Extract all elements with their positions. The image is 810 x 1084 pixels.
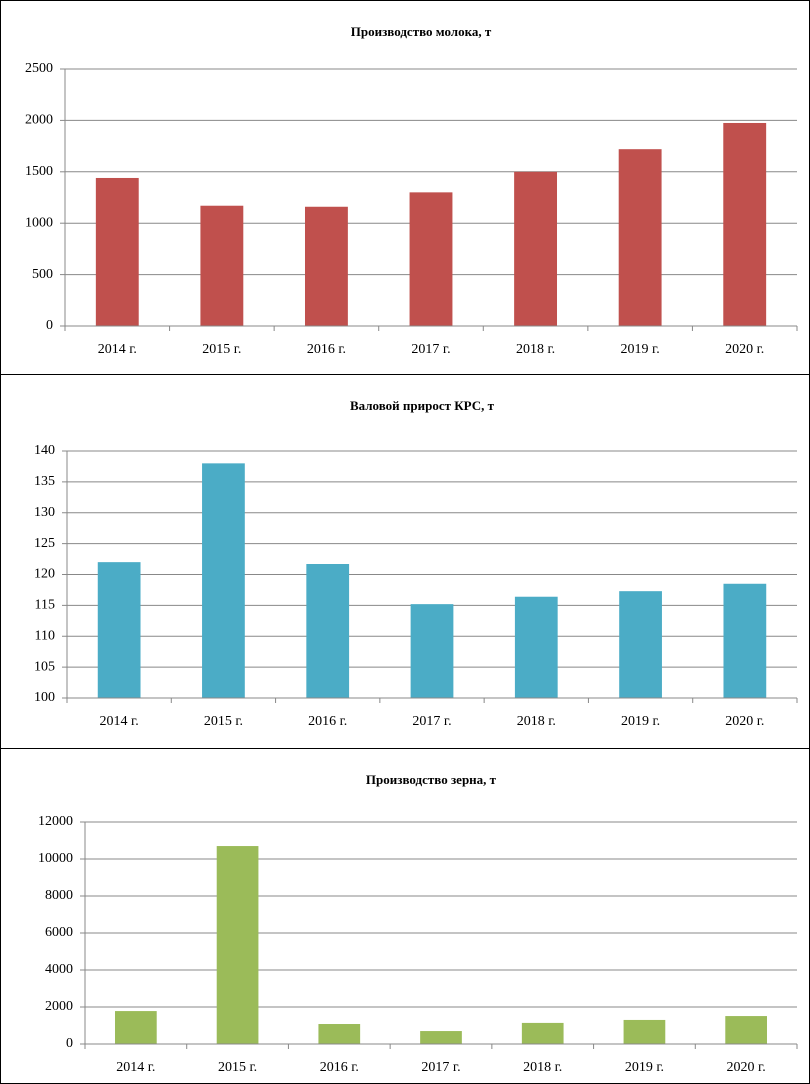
y-tick-label: 125 (34, 536, 55, 551)
bar (97, 562, 141, 698)
chart-title: Валовой прирост КРС, т (350, 398, 495, 413)
y-tick-label: 120 (34, 567, 55, 582)
y-tick-label: 10000 (38, 851, 73, 866)
x-tick-label: 2019 г. (625, 1060, 664, 1075)
y-tick-label: 500 (32, 267, 53, 282)
bar (410, 604, 454, 698)
bar (202, 463, 245, 698)
x-tick-label: 2020 г. (727, 1060, 766, 1075)
bar (521, 1022, 564, 1044)
x-tick-label: 2016 г. (308, 714, 347, 729)
x-tick-label: 2014 г. (100, 714, 139, 729)
x-tick-label: 2016 г. (307, 342, 346, 357)
bar (725, 1016, 767, 1044)
bar (619, 591, 662, 698)
x-tick-label: 2017 г. (411, 342, 450, 357)
bar (216, 846, 259, 1044)
x-tick-label: 2020 г. (725, 342, 764, 357)
x-tick-label: 2016 г. (320, 1060, 359, 1075)
x-tick-label: 2015 г. (202, 342, 241, 357)
bar (514, 596, 558, 698)
x-tick-label: 2014 г. (116, 1060, 155, 1075)
bar (95, 177, 139, 326)
y-tick-label: 2000 (25, 113, 53, 128)
bar (318, 1024, 361, 1044)
chart-title: Производство зерна, т (366, 772, 497, 787)
y-tick-label: 12000 (38, 814, 73, 829)
x-tick-label: 2019 г. (621, 714, 660, 729)
y-tick-label: 1500 (25, 164, 53, 179)
y-tick-label: 0 (46, 318, 53, 333)
y-tick-label: 2000 (45, 999, 73, 1014)
x-tick-label: 2015 г. (218, 1060, 257, 1075)
bar (306, 564, 350, 698)
bar (409, 192, 453, 326)
y-tick-label: 135 (34, 474, 55, 489)
bar (514, 171, 558, 326)
x-tick-label: 2015 г. (204, 714, 243, 729)
bar (723, 583, 767, 698)
bar (723, 122, 767, 326)
y-tick-label: 140 (34, 443, 55, 458)
y-tick-label: 8000 (45, 888, 73, 903)
x-tick-label: 2018 г. (517, 714, 556, 729)
bar (304, 206, 348, 326)
x-tick-label: 2014 г. (98, 342, 137, 357)
x-tick-label: 2020 г. (725, 714, 764, 729)
y-tick-label: 100 (34, 690, 55, 705)
y-tick-label: 1000 (25, 215, 53, 230)
y-tick-label: 130 (34, 505, 55, 520)
y-tick-label: 115 (35, 598, 55, 613)
y-tick-label: 105 (34, 659, 55, 674)
y-tick-label: 4000 (45, 962, 73, 977)
chart-title: Производство молока, т (351, 24, 492, 39)
bar (623, 1019, 666, 1044)
bar (420, 1031, 462, 1044)
bar (618, 149, 662, 326)
y-tick-label: 6000 (45, 925, 73, 940)
x-tick-label: 2017 г. (412, 714, 451, 729)
y-tick-label: 0 (66, 1036, 73, 1051)
y-tick-label: 110 (35, 628, 55, 643)
x-tick-label: 2018 г. (516, 342, 555, 357)
x-tick-label: 2017 г. (421, 1060, 460, 1075)
bar (200, 205, 244, 326)
x-tick-label: 2018 г. (523, 1060, 562, 1075)
x-tick-label: 2019 г. (621, 342, 660, 357)
bar (115, 1011, 157, 1044)
y-tick-label: 2500 (25, 61, 53, 76)
